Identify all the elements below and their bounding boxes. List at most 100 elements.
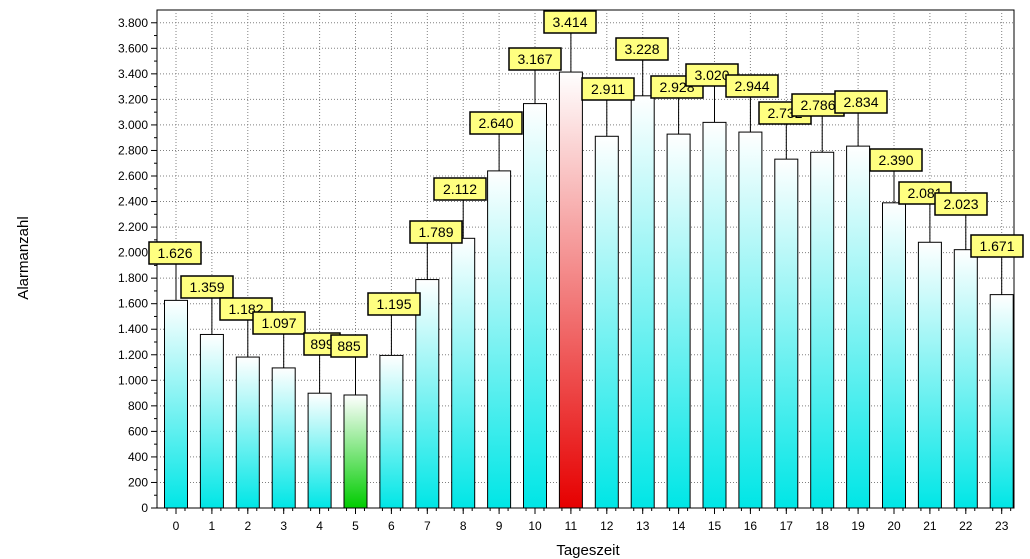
y-tick-label: 1.600 <box>118 297 148 311</box>
axes: 02004006008001.0001.2001.4001.6001.8002.… <box>118 16 1012 533</box>
y-tick-label: 2.600 <box>118 169 148 183</box>
data-label-value: 3.414 <box>552 14 587 30</box>
bar-hour-8 <box>451 237 476 509</box>
data-label-hour-9: 2.640 <box>469 111 523 135</box>
data-label-value: 1.097 <box>261 315 296 331</box>
data-label-box <box>469 111 523 135</box>
y-tick-label: 1.200 <box>118 348 148 362</box>
x-tick-label: 13 <box>636 519 650 533</box>
x-tick-label: 17 <box>780 519 794 533</box>
data-label-box <box>409 220 463 244</box>
y-tick-label: 1.000 <box>118 373 148 387</box>
data-label-box <box>970 234 1024 258</box>
x-tick-label: 14 <box>672 519 686 533</box>
bar-hour-16 <box>738 131 763 509</box>
x-tick-label: 3 <box>280 519 287 533</box>
data-label-box <box>869 148 923 172</box>
bar-hour-21 <box>917 241 942 509</box>
data-label-hour-12: 2.911 <box>581 77 635 101</box>
data-label-box <box>508 47 562 71</box>
data-label-value: 1.671 <box>979 238 1014 254</box>
data-label-box <box>581 77 635 101</box>
y-tick-label: 200 <box>128 475 148 489</box>
bar-hour-11 <box>558 71 583 509</box>
data-label-hour-16: 2.944 <box>725 74 779 98</box>
bar-hour-19 <box>846 145 871 509</box>
data-label-value: 2.081 <box>907 185 942 201</box>
data-label-box <box>330 334 368 358</box>
data-label-value: 3.020 <box>694 67 729 83</box>
data-label-box <box>252 311 306 335</box>
x-tick-label: 9 <box>496 519 503 533</box>
y-tick-label: 800 <box>128 399 148 413</box>
data-label-hour-3: 1.097 <box>252 311 306 335</box>
data-label-hour-21: 2.081 <box>898 181 952 205</box>
data-label-hour-8: 2.112 <box>433 177 487 201</box>
x-tick-label: 2 <box>244 519 251 533</box>
data-label-hour-11: 3.414 <box>543 10 597 34</box>
y-tick-label: 400 <box>128 450 148 464</box>
x-tick-label: 18 <box>816 519 830 533</box>
x-tick-label: 12 <box>600 519 614 533</box>
data-label-box <box>725 74 779 98</box>
y-tick-label: 3.200 <box>118 92 148 106</box>
data-label-box <box>834 90 888 114</box>
data-label-hour-1: 1.359 <box>180 275 234 299</box>
data-label-box <box>148 241 202 265</box>
data-label-value: 2.911 <box>591 81 625 97</box>
data-label-box <box>615 37 669 61</box>
bars <box>164 71 1014 509</box>
y-tick-label: 3.800 <box>118 16 148 30</box>
data-label-value: 3.228 <box>624 41 659 57</box>
data-label-value: 2.023 <box>943 196 978 212</box>
y-axis-title: Alarmanzahl <box>15 216 32 299</box>
data-label-hour-7: 1.789 <box>409 220 463 244</box>
x-tick-label: 7 <box>424 519 431 533</box>
y-tick-label: 2.800 <box>118 143 148 157</box>
data-label-value: 2.112 <box>443 181 477 197</box>
data-label-hour-6: 1.195 <box>367 292 421 316</box>
data-label-hour-22: 2.023 <box>934 192 988 216</box>
bar-hour-4 <box>307 392 332 509</box>
data-label-hour-19: 2.834 <box>834 90 888 114</box>
y-tick-label: 3.400 <box>118 67 148 81</box>
x-tick-label: 15 <box>708 519 722 533</box>
y-tick-label: 1.800 <box>118 271 148 285</box>
x-tick-label: 11 <box>565 519 578 533</box>
data-label-hour-5: 885 <box>330 334 368 358</box>
y-tick-label: 2.000 <box>118 246 148 260</box>
y-tick-label: 3.600 <box>118 41 148 55</box>
bar-hour-9 <box>487 170 512 509</box>
y-tick-label: 3.000 <box>118 118 148 132</box>
data-label-hour-13: 3.228 <box>615 37 669 61</box>
data-label-value: 3.167 <box>517 51 552 67</box>
data-label-box <box>934 192 988 216</box>
y-tick-label: 2.400 <box>118 195 148 209</box>
data-label-value: 2.786 <box>800 97 835 113</box>
data-label-box <box>433 177 487 201</box>
bar-hour-18 <box>810 151 835 509</box>
x-tick-label: 19 <box>851 519 865 533</box>
data-label-hour-23: 1.671 <box>970 234 1024 258</box>
data-label-hour-0: 1.626 <box>148 241 202 265</box>
data-label-value: 1.626 <box>157 245 192 261</box>
data-label-hour-10: 3.167 <box>508 47 562 71</box>
data-label-value: 885 <box>337 338 361 354</box>
data-label-value: 2.640 <box>478 115 513 131</box>
data-label-value: 2.944 <box>734 78 769 94</box>
data-label-value: 2.390 <box>878 152 913 168</box>
bar-hour-1 <box>199 333 224 509</box>
bar-hour-5 <box>343 394 368 509</box>
bar-hour-0 <box>164 299 188 509</box>
bar-hour-20 <box>882 202 906 509</box>
x-tick-label: 1 <box>209 519 216 533</box>
x-tick-label: 6 <box>388 519 395 533</box>
bar-hour-15 <box>702 121 727 509</box>
data-label-value: 2.834 <box>843 94 878 110</box>
data-label-value: 1.789 <box>418 224 453 240</box>
x-tick-label: 21 <box>923 519 937 533</box>
x-tick-label: 16 <box>744 519 758 533</box>
bar-hour-17 <box>774 158 799 509</box>
x-tick-label: 5 <box>352 519 359 533</box>
